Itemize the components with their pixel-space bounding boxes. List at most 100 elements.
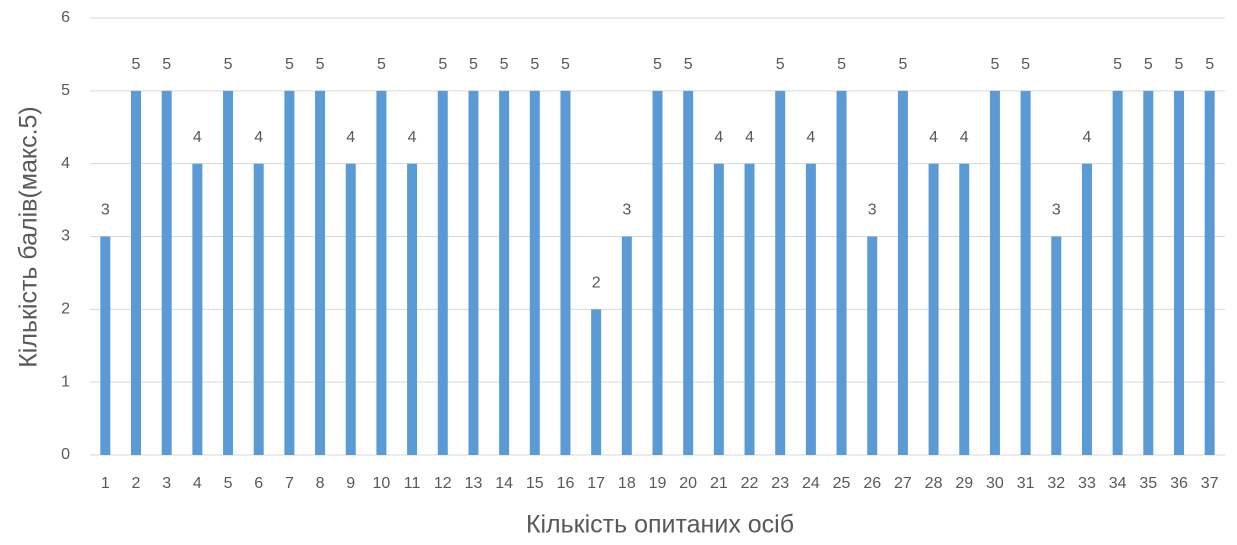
x-tick-label: 24	[802, 475, 820, 492]
bar	[989, 90, 1000, 455]
x-axis-title: Кількість опитаних осіб	[526, 511, 794, 539]
bar	[1112, 90, 1123, 455]
data-label: 4	[193, 129, 202, 146]
x-tick-label: 34	[1109, 475, 1127, 492]
bar	[1051, 236, 1062, 455]
bar	[775, 90, 786, 455]
x-tick-label: 31	[1017, 475, 1035, 492]
y-tick-label: 4	[61, 155, 70, 172]
data-label: 5	[132, 56, 141, 73]
bar	[100, 236, 111, 455]
data-label: 5	[162, 56, 171, 73]
x-tick-label: 22	[741, 475, 759, 492]
data-label: 4	[929, 129, 938, 146]
x-tick-label: 26	[863, 475, 881, 492]
bar	[713, 163, 724, 455]
data-label: 4	[806, 129, 815, 146]
x-tick-label: 12	[434, 475, 452, 492]
x-tick-label: 7	[285, 475, 294, 492]
data-label: 5	[316, 56, 325, 73]
y-tick-label: 6	[61, 9, 70, 26]
x-tick-label: 9	[346, 475, 355, 492]
bar	[499, 90, 510, 455]
x-tick-label: 6	[254, 475, 263, 492]
data-label: 5	[500, 56, 509, 73]
y-tick-label: 5	[61, 82, 70, 99]
x-tick-label: 5	[224, 475, 233, 492]
bar	[437, 90, 448, 455]
bar	[253, 163, 264, 455]
data-label: 5	[653, 56, 662, 73]
y-axis-title: Кількість балів(макс.5)	[15, 106, 43, 368]
data-label: 5	[1205, 56, 1214, 73]
bar	[468, 90, 479, 455]
x-tick-label: 18	[618, 475, 636, 492]
x-tick-label: 36	[1170, 475, 1188, 492]
data-label: 3	[868, 202, 877, 219]
data-label: 5	[224, 56, 233, 73]
x-tick-label: 1	[101, 475, 110, 492]
bar	[683, 90, 694, 455]
x-tick-label: 17	[587, 475, 605, 492]
data-label: 5	[561, 56, 570, 73]
bar	[223, 90, 234, 455]
x-tick-label: 2	[132, 475, 141, 492]
x-tick-label: 35	[1139, 475, 1157, 492]
bar	[284, 90, 295, 455]
bar	[805, 163, 816, 455]
x-tick-label: 29	[955, 475, 973, 492]
x-tick-label: 20	[679, 475, 697, 492]
bar	[560, 90, 571, 455]
y-tick-label: 3	[61, 228, 70, 245]
bar	[1173, 90, 1184, 455]
x-tick-label: 13	[465, 475, 483, 492]
bar	[836, 90, 847, 455]
data-label: 4	[408, 129, 417, 146]
y-tick-label: 0	[61, 446, 70, 463]
x-tick-label: 32	[1047, 475, 1065, 492]
data-label: 4	[745, 129, 754, 146]
bar	[591, 309, 602, 455]
bar	[1081, 163, 1092, 455]
data-label: 5	[684, 56, 693, 73]
x-tick-label: 19	[649, 475, 667, 492]
x-tick-label: 16	[557, 475, 575, 492]
data-label: 2	[592, 275, 601, 292]
x-tick-label: 27	[894, 475, 912, 492]
data-label: 5	[377, 56, 386, 73]
data-label: 5	[438, 56, 447, 73]
data-label: 5	[530, 56, 539, 73]
data-label: 5	[1021, 56, 1030, 73]
data-label: 4	[714, 129, 723, 146]
data-label: 5	[776, 56, 785, 73]
bar	[1204, 90, 1215, 455]
data-label: 3	[101, 202, 110, 219]
bar	[744, 163, 755, 455]
x-tick-label: 25	[833, 475, 851, 492]
x-tick-label: 11	[404, 475, 421, 492]
data-label: 5	[1144, 56, 1153, 73]
x-tick-label: 8	[316, 475, 325, 492]
x-tick-label: 21	[710, 475, 728, 492]
bar	[897, 90, 908, 455]
data-label: 4	[254, 129, 263, 146]
bar	[315, 90, 326, 455]
x-tick-label: 15	[526, 475, 544, 492]
data-label: 5	[898, 56, 907, 73]
bar	[192, 163, 203, 455]
data-label: 5	[1175, 56, 1184, 73]
x-tick-label: 23	[771, 475, 789, 492]
x-tick-label: 14	[495, 475, 513, 492]
x-tick-label: 37	[1201, 475, 1219, 492]
data-label: 5	[469, 56, 478, 73]
bar	[345, 163, 356, 455]
bar	[1020, 90, 1031, 455]
bar	[529, 90, 540, 455]
bar	[1143, 90, 1154, 455]
data-label: 4	[1083, 129, 1092, 146]
data-label: 5	[837, 56, 846, 73]
x-tick-label: 33	[1078, 475, 1096, 492]
bar	[131, 90, 142, 455]
